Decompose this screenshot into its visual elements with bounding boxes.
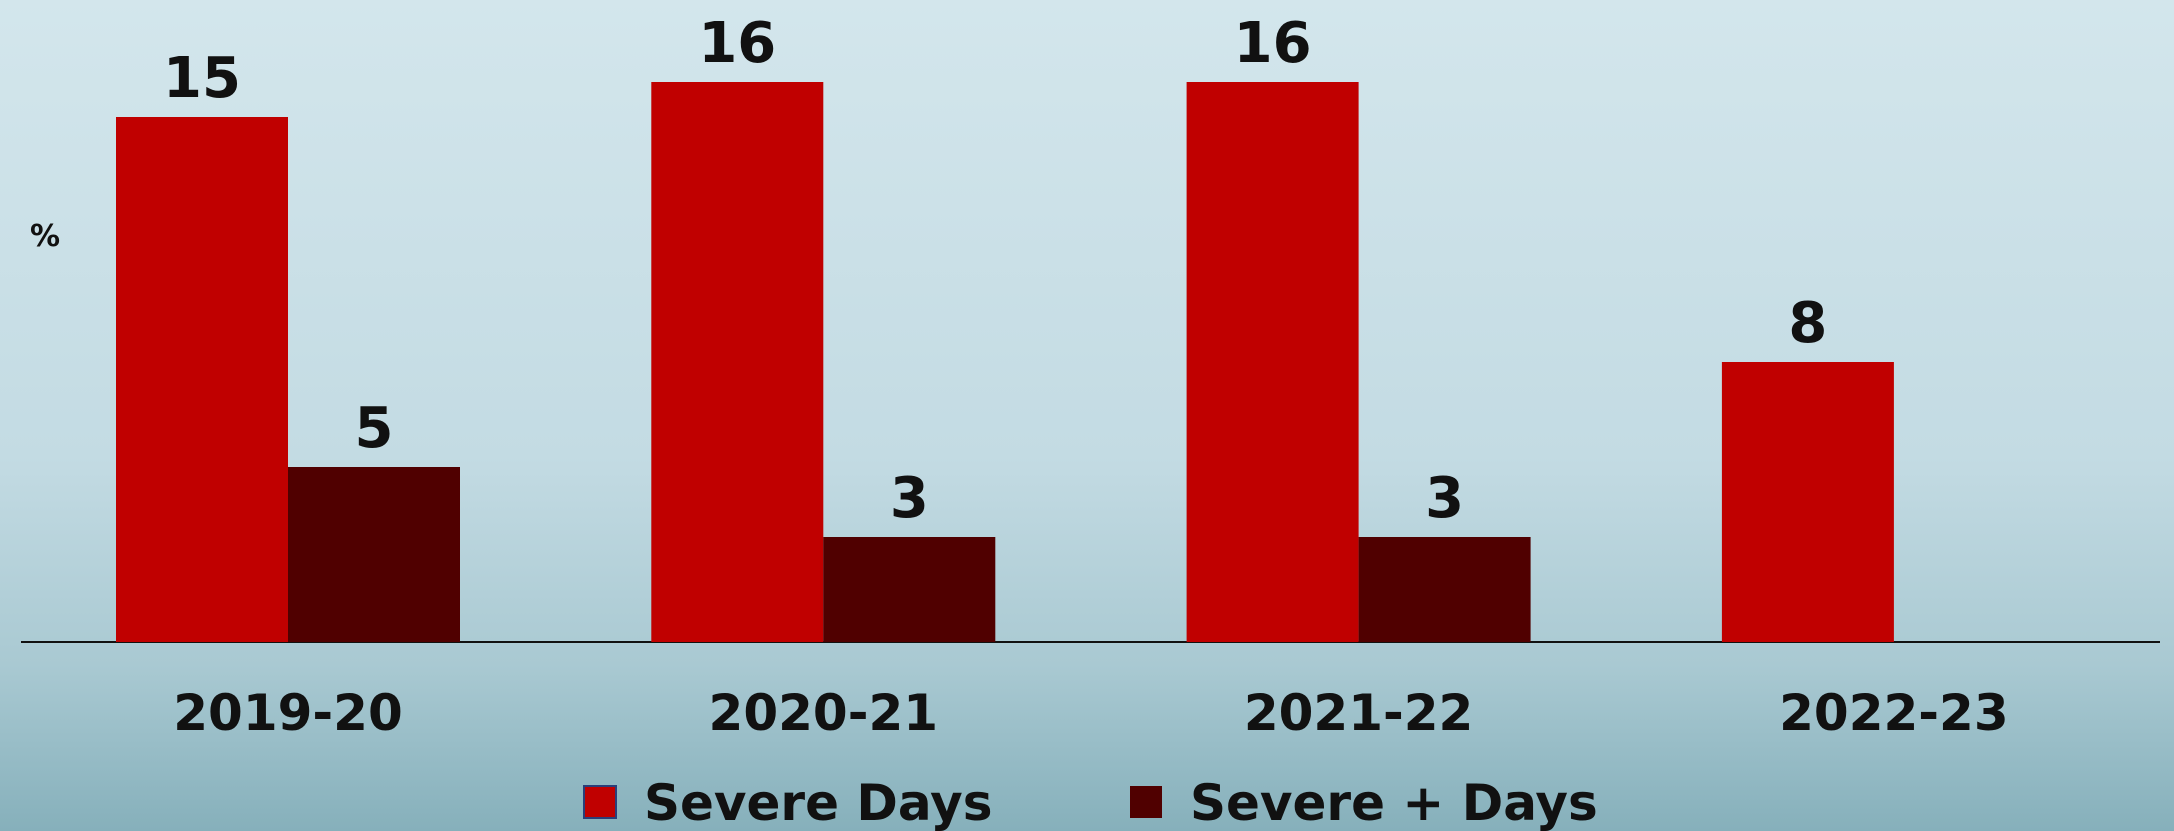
legend-swatch — [584, 786, 616, 818]
bar — [823, 537, 995, 642]
bar — [1722, 362, 1894, 642]
chart: % 2019-20 15 5 2020-21 16 3 2021-22 16 3 2022-23 8… — [0, 0, 2174, 831]
value-label: 3 — [1425, 466, 1464, 531]
bar — [116, 117, 288, 642]
legend-label: Severe Days — [644, 774, 992, 831]
value-label: 15 — [163, 46, 241, 111]
legend-swatch — [1130, 786, 1162, 818]
x-tick-label: 2022-23 — [1779, 684, 2009, 742]
value-label: 16 — [1234, 11, 1312, 76]
y-axis-label: % — [30, 219, 60, 254]
value-label: 5 — [355, 396, 394, 461]
bar — [1187, 82, 1359, 642]
legend-label: Severe + Days — [1190, 774, 1598, 831]
page: % 2019-20 15 5 2020-21 16 3 2021-22 16 3 2022-23 8… — [0, 0, 2174, 831]
bar — [288, 467, 460, 642]
value-label: 16 — [698, 11, 776, 76]
value-label: 3 — [890, 466, 929, 531]
bar — [651, 82, 823, 642]
x-tick-label: 2019-20 — [173, 684, 403, 742]
value-label: 8 — [1788, 291, 1827, 356]
bar — [1359, 537, 1531, 642]
x-tick-label: 2021-22 — [1244, 684, 1474, 742]
x-tick-label: 2020-21 — [709, 684, 939, 742]
